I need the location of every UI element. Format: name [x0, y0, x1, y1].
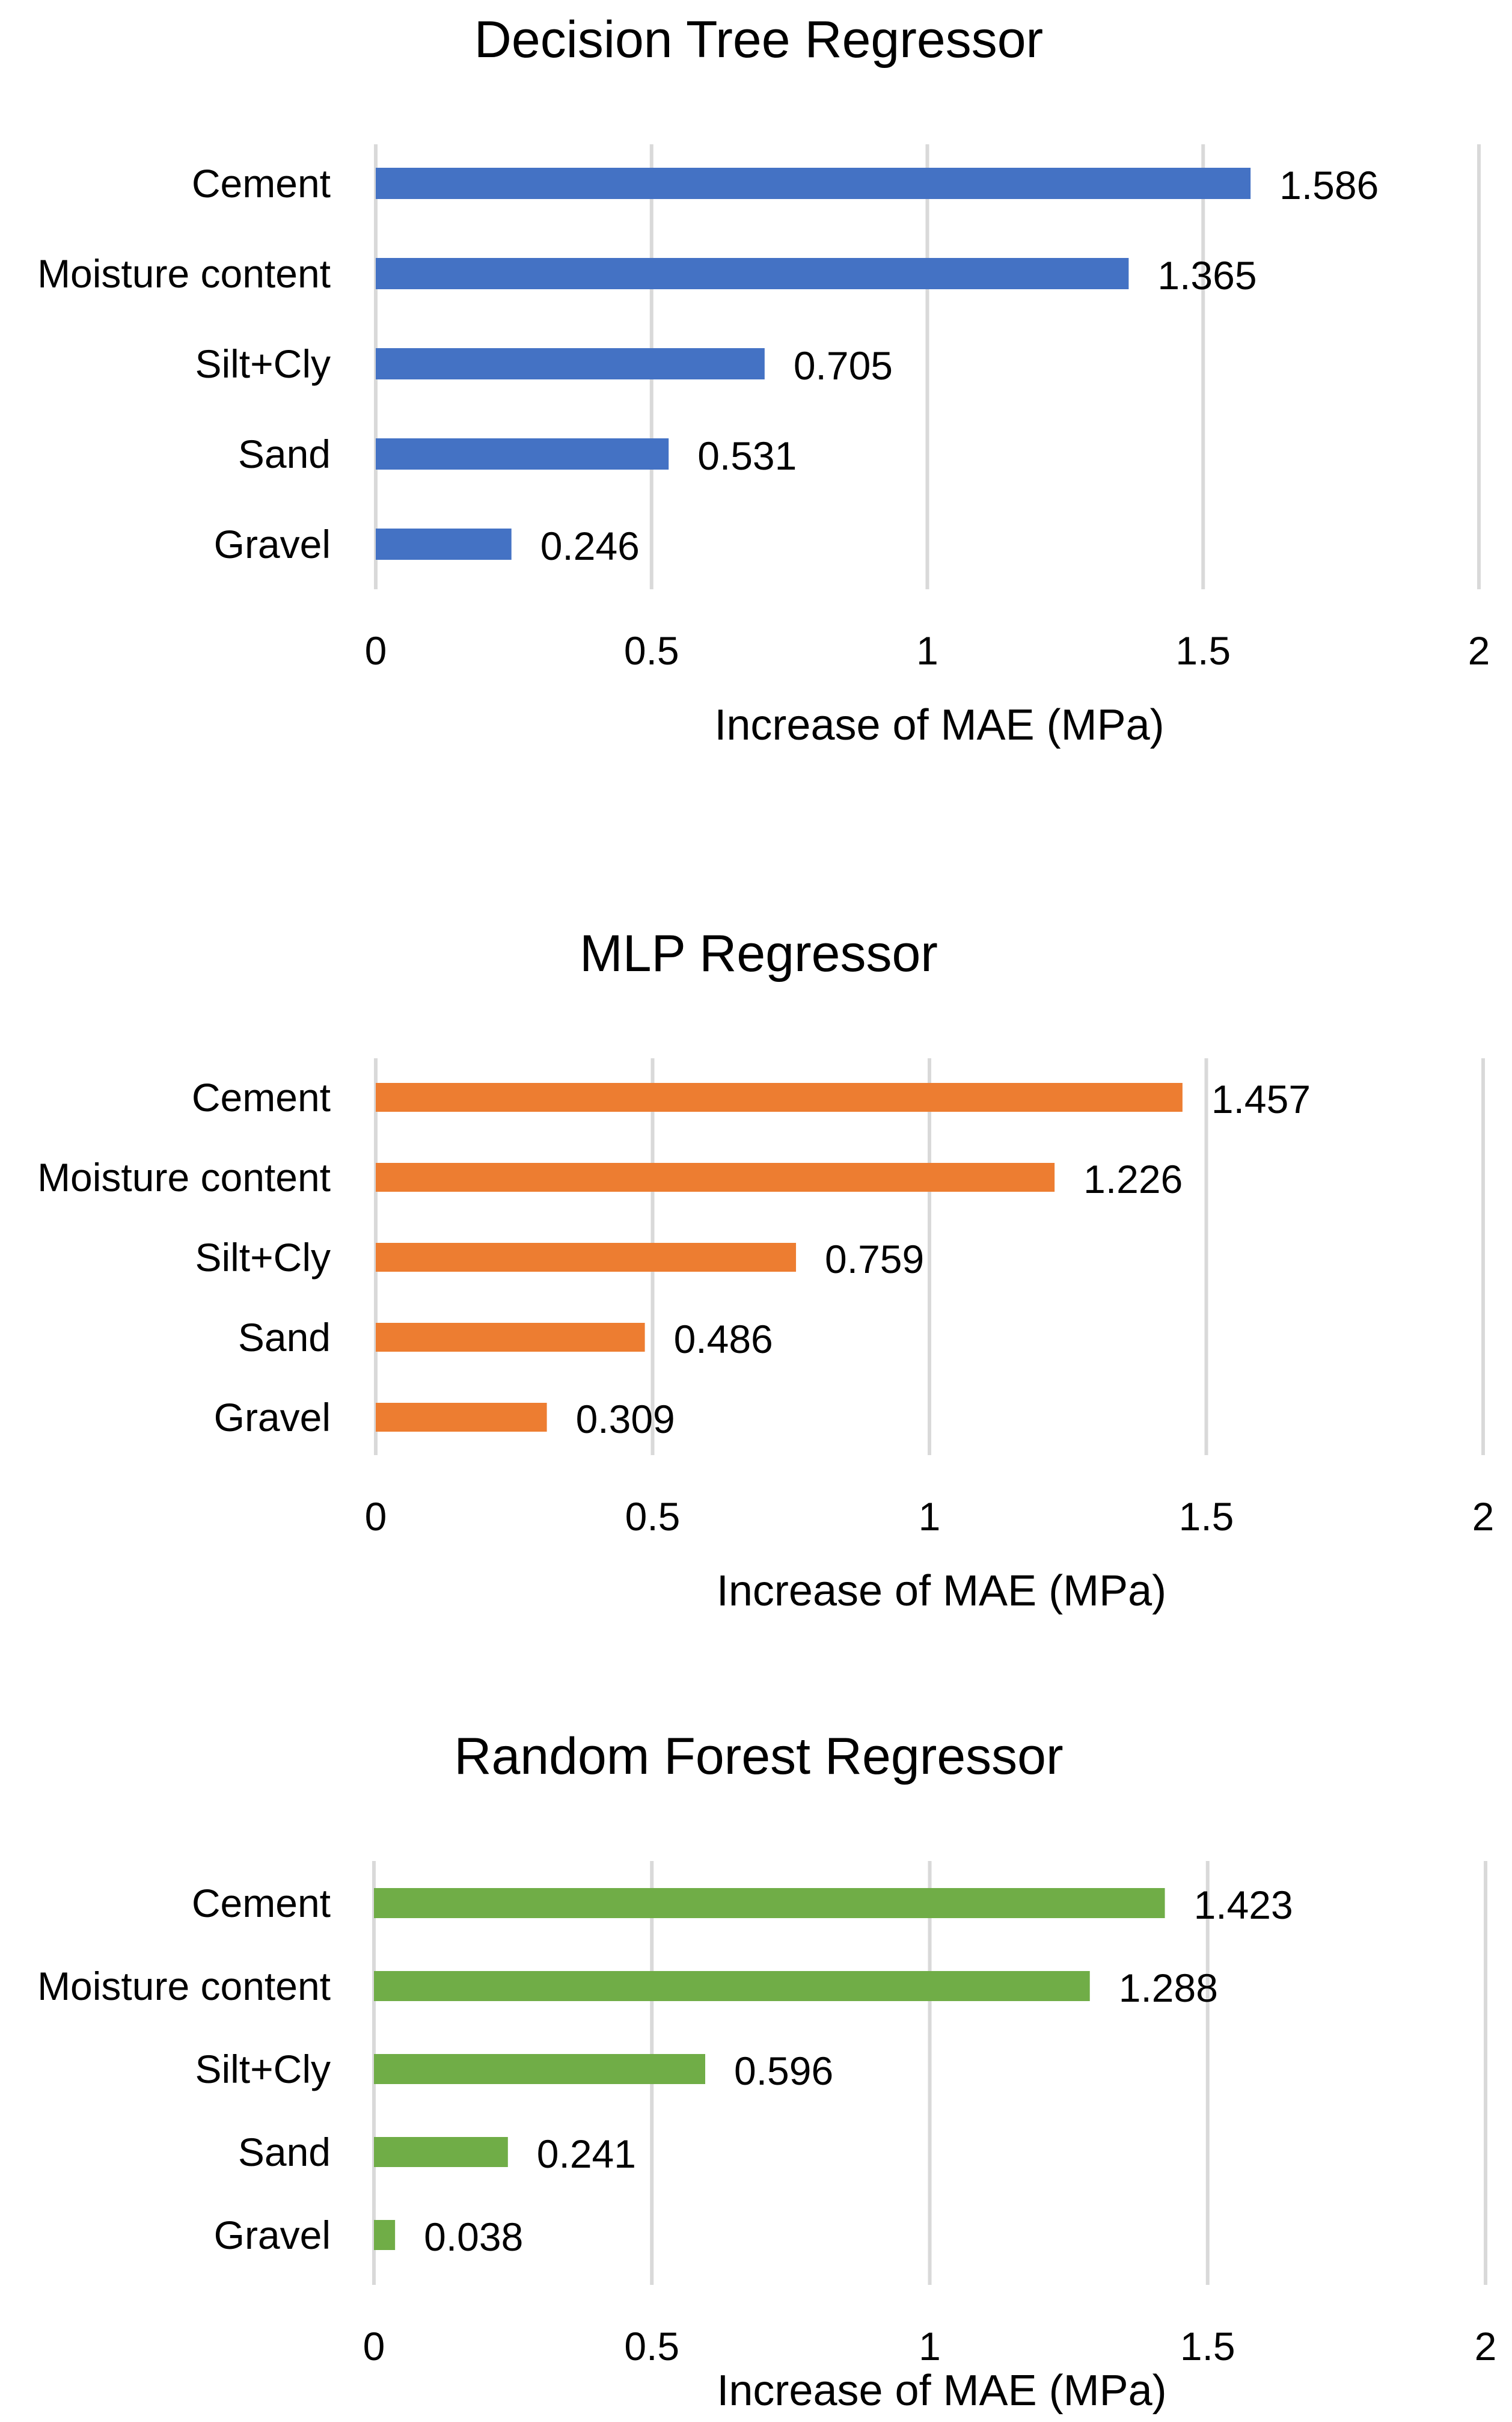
chart-panel-3: Random Forest Regressor 0 0.5 1 1.5 2 Cement 1.…: [37, 1728, 1496, 2415]
x-tick-label: 1: [919, 2324, 941, 2368]
bar-moisture-content: [376, 1163, 1055, 1192]
x-tick-label: 2: [1472, 1494, 1495, 1539]
x-tick-label: 1: [919, 1494, 941, 1539]
data-label: 1.423: [1194, 1883, 1293, 1927]
bar-sand: [376, 1323, 645, 1352]
category-label: Silt+Cly: [195, 342, 331, 386]
category-label: Cement: [192, 1075, 331, 1120]
x-tick-label: 0: [363, 2324, 385, 2368]
x-axis-label: Increase of MAE (MPa): [717, 1567, 1166, 1615]
chart-title: Decision Tree Regressor: [474, 11, 1043, 69]
category-label: Cement: [192, 1881, 331, 1925]
bar-sand: [376, 438, 669, 470]
x-tick-label: 1.5: [1175, 628, 1231, 673]
category-label: Silt+Cly: [195, 2047, 331, 2091]
bar-cement: [374, 1888, 1165, 1918]
x-tick-label: 0.5: [624, 2324, 679, 2368]
x-axis-label: Increase of MAE (MPa): [717, 2367, 1166, 2415]
x-axis-label: Increase of MAE (MPa): [714, 701, 1164, 749]
data-label: 0.705: [794, 343, 893, 388]
bar-gravel: [374, 2220, 396, 2250]
data-label: 0.531: [697, 434, 797, 478]
data-label: 1.365: [1157, 253, 1256, 298]
bar-silt-cly: [376, 348, 765, 379]
category-label: Sand: [238, 1315, 331, 1360]
data-label: 1.586: [1279, 163, 1379, 207]
x-tick-label: 2: [1475, 2324, 1497, 2368]
data-label: 0.759: [825, 1237, 924, 1281]
bar-gravel: [376, 1403, 547, 1432]
bar-sand: [374, 2137, 508, 2167]
bar-moisture-content: [376, 258, 1129, 289]
x-tick-label: 1: [916, 628, 938, 673]
bar-cement: [376, 1083, 1183, 1112]
data-label: 1.457: [1211, 1077, 1311, 1121]
data-label: 0.241: [537, 2132, 636, 2176]
data-label: 0.486: [674, 1317, 773, 1361]
chart-panel-2: MLP Regressor 0 0.5 1 1.5 2 Cement 1.457 Moistur…: [37, 925, 1494, 1615]
x-tick-label: 0.5: [624, 628, 679, 673]
bar-silt-cly: [376, 1243, 797, 1272]
x-tick-label: 0: [365, 1494, 387, 1539]
data-label: 0.309: [576, 1397, 675, 1441]
category-label: Gravel: [214, 1395, 331, 1439]
data-label: 0.038: [424, 2215, 523, 2259]
category-label: Silt+Cly: [195, 1235, 331, 1280]
bar-moisture-content: [374, 1971, 1090, 2001]
category-label: Gravel: [214, 522, 331, 566]
bar-silt-cly: [374, 2054, 706, 2084]
x-tick-label: 0.5: [625, 1494, 681, 1539]
x-tick-label: 1.5: [1179, 1494, 1234, 1539]
x-tick-label: 0: [365, 628, 387, 673]
category-label: Cement: [192, 161, 331, 206]
category-label: Gravel: [214, 2213, 331, 2257]
chart-title: Random Forest Regressor: [454, 1728, 1063, 1785]
category-label: Moisture content: [37, 251, 331, 296]
category-label: Sand: [238, 2130, 331, 2174]
bar-cement: [376, 168, 1251, 199]
x-tick-label: 1.5: [1180, 2324, 1235, 2368]
chart-panel-1: Decision Tree Regressor 0 0.5 1 1.5 2 Cement 1.…: [37, 11, 1490, 749]
x-tick-label: 2: [1468, 628, 1490, 673]
data-label: 0.246: [540, 524, 640, 568]
category-label: Moisture content: [37, 1155, 331, 1200]
category-label: Sand: [238, 432, 331, 476]
data-label: 0.596: [734, 2049, 833, 2093]
data-label: 1.288: [1119, 1966, 1218, 2010]
data-label: 1.226: [1083, 1157, 1183, 1201]
chart-title: MLP Regressor: [580, 925, 938, 983]
bar-gravel: [376, 529, 512, 560]
category-label: Moisture content: [37, 1964, 331, 2008]
